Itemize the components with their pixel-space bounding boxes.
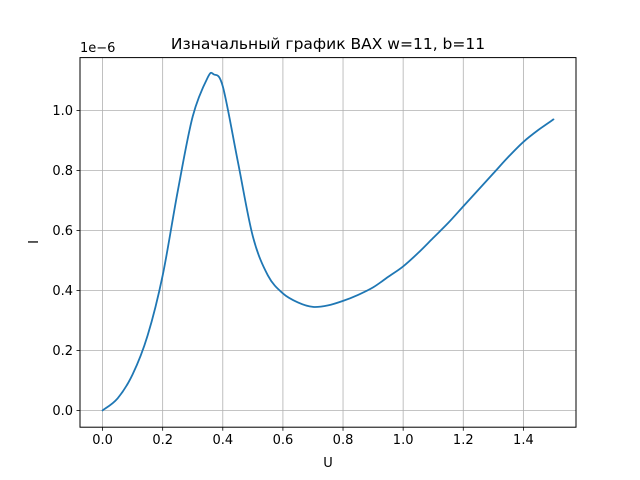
x-tick-label: 0.2 (152, 433, 173, 448)
y-tick-label: 0.0 (52, 404, 73, 419)
x-tick-label: 0.6 (273, 433, 294, 448)
y-tick-label: 1.0 (52, 104, 73, 119)
x-axis: 0.0 0.2 0.4 0.6 0.8 1.0 1.2 1.4 (92, 427, 534, 448)
x-tick-label: 1.0 (393, 433, 414, 448)
y-offset-label: 1e−6 (80, 41, 115, 56)
y-axis-label: I (27, 240, 42, 244)
x-tick-label: 0.4 (212, 433, 233, 448)
plot-frame (79, 57, 577, 428)
x-tick-label: 1.2 (453, 433, 474, 448)
y-axis: 0.0 0.2 0.4 0.6 0.8 1.0 (52, 104, 80, 419)
x-tick-label: 1.4 (513, 433, 534, 448)
x-axis-label: U (323, 456, 333, 471)
x-tick-label: 0.0 (92, 433, 113, 448)
x-tick-label: 0.8 (333, 433, 354, 448)
grid (80, 57, 576, 428)
y-tick-label: 0.4 (52, 284, 73, 299)
y-tick-label: 0.2 (52, 344, 73, 359)
series-line (101, 71, 555, 412)
y-tick-label: 0.6 (52, 224, 73, 239)
chart-title: Изначальный график ВАХ w=11, b=11 (171, 35, 485, 53)
y-tick-label: 0.8 (52, 164, 73, 179)
